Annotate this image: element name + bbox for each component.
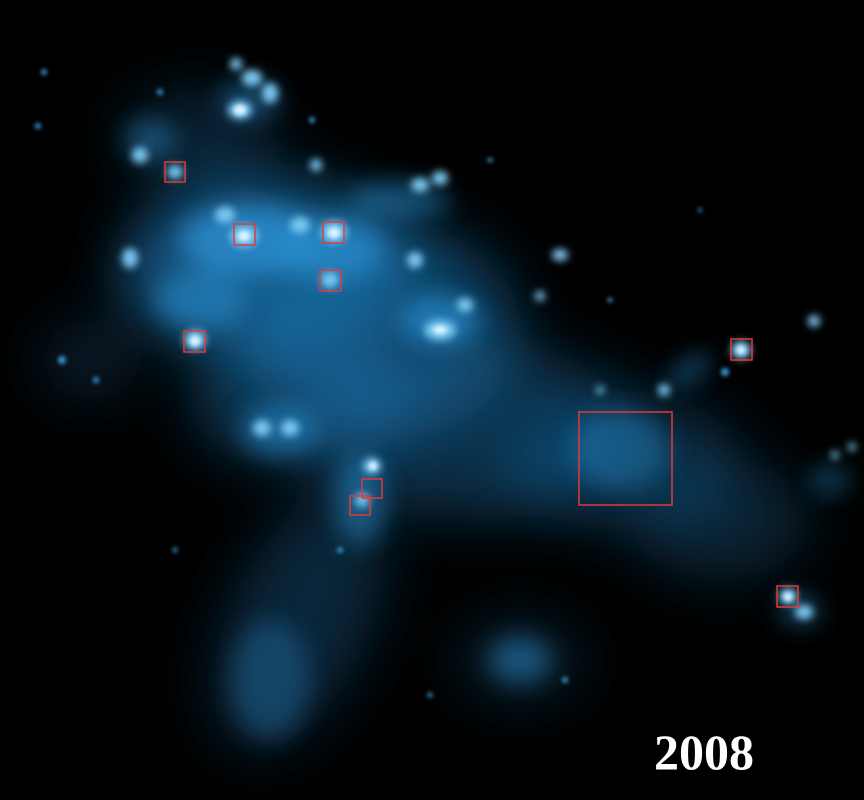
- region-marker-large: [578, 411, 673, 506]
- emission-clumps: [125, 80, 850, 740]
- region-marker: [183, 330, 206, 353]
- region-marker: [164, 161, 186, 183]
- year-label: 2008: [654, 724, 754, 780]
- region-marker: [776, 585, 799, 608]
- region-marker: [322, 221, 345, 244]
- hot-cores: [190, 105, 792, 601]
- region-marker: [233, 223, 256, 246]
- region-marker: [319, 269, 342, 292]
- region-marker: [730, 338, 753, 361]
- point-sources: [35, 69, 729, 698]
- region-marker: [349, 495, 371, 516]
- region-markers: [164, 161, 799, 608]
- region-marker: [361, 478, 383, 499]
